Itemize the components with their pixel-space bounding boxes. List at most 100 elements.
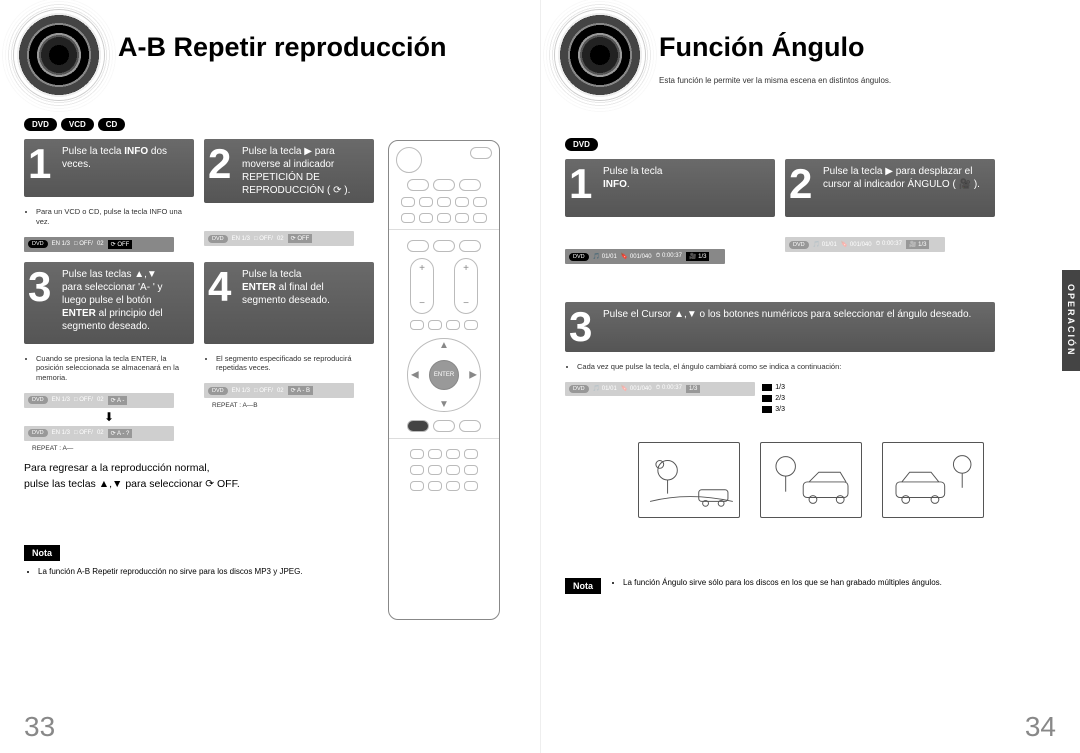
badge-dvd: DVD (565, 138, 598, 151)
page-34: Función Ángulo Esta función le permite v… (540, 0, 1080, 753)
osd-r2: DVD 🎵 01/01 🔖 001/040 ⏱ 0:00:37 🎥 1/3 (785, 237, 945, 252)
remote-num (455, 213, 469, 223)
osd-ang: 🎥 1/3 (906, 240, 929, 249)
scene-angle-2 (760, 442, 862, 518)
camera-icon (762, 395, 772, 402)
remote-dpad-icon: ENTER ▲▼◀▶ (407, 338, 481, 412)
osd-rep: 02 (97, 241, 104, 247)
remote-num (401, 213, 415, 223)
page-number-left: 33 (24, 711, 55, 743)
osd-lang: EN 1/3 (232, 236, 250, 242)
nota-text-right: La función Ángulo sirve sólo para los di… (623, 578, 1056, 587)
step-1: 1 Pulse la tecla INFO dos veces. (24, 139, 194, 197)
badge-vcd: VCD (61, 118, 94, 131)
remote-btn (410, 449, 424, 459)
osd-mode: ⟳ OFF (288, 234, 313, 243)
osd-ang: 🎥 1/3 (686, 252, 709, 261)
osd-lang: EN 1/3 (52, 430, 70, 436)
repeat-a: REPEAT : A— (24, 443, 194, 461)
remote-open-icon (470, 147, 492, 159)
step-4-text: Pulse la tecla (242, 269, 301, 280)
remote-btn (433, 240, 455, 252)
remote-btn (407, 179, 429, 191)
remote-volume-icon (410, 258, 434, 314)
osd-chip: DVD (208, 235, 228, 243)
scene-illustration-icon (761, 443, 861, 517)
osd-title: 🎵 01/01 (813, 241, 837, 248)
osd-rep: 02 (97, 430, 104, 436)
remote-btn (446, 481, 460, 491)
nota-label: Nota (565, 578, 601, 594)
osd-sub: □ OFF/ (74, 241, 93, 247)
scene-angle-1 (638, 442, 740, 518)
osd-chip: DVD (28, 240, 48, 248)
osd-sub: □ OFF/ (254, 388, 273, 394)
remote-btn (446, 465, 460, 475)
angle-2: 2/3 (775, 393, 785, 404)
remote-num (473, 197, 487, 207)
osd-r1: DVD 🎵 01/01 🔖 001/040 ⏱ 0:00:37 🎥 1/3 (565, 249, 725, 264)
osd-chip: DVD (569, 385, 589, 393)
remote-btn (464, 481, 478, 491)
osd-step4: DVD EN 1/3 □ OFF/ 02 ⟳ A - B (204, 383, 354, 398)
osd-mode: ⟳ A - (108, 396, 128, 405)
badge-dvd: DVD (24, 118, 57, 131)
step-3-l1: Pulse las teclas ▲,▼ (62, 269, 157, 280)
osd-rep: 02 (277, 388, 284, 394)
osd-chap: 🔖 001/040 (621, 253, 652, 260)
osd-lang: EN 1/3 (52, 241, 70, 247)
remote-btn (428, 481, 442, 491)
disc-badges-right: DVD (565, 138, 1056, 151)
remote-btn (459, 179, 481, 191)
step-4-key: ENTER (242, 282, 276, 293)
osd-sub: □ OFF/ (254, 236, 273, 242)
page-33: A-B Repetir reproducción DVD VCD CD 1 Pu… (0, 0, 540, 753)
scene-illustration-icon (639, 443, 739, 517)
osd-sub: □ OFF/ (74, 397, 93, 403)
step-3-note: Cuando se presiona la tecla ENTER, la po… (24, 350, 194, 391)
remote-num (455, 197, 469, 207)
step-1-note-text: Para un VCD o CD, pulse la tecla INFO un… (36, 207, 190, 227)
remote-btn (446, 449, 460, 459)
page-title-right: Función Ángulo (659, 32, 864, 63)
down-arrow-icon: ⬇ (24, 410, 194, 424)
steps-left: 1 Pulse la tecla INFO dos veces. Para un… (24, 139, 384, 461)
remote-num (401, 197, 415, 207)
osd-ang: 1/3 (686, 385, 700, 393)
osd-step3a: DVD EN 1/3 □ OFF/ 02 ⟳ A - (24, 393, 174, 408)
step-4: 4 Pulse la tecla ENTER al final del segm… (204, 262, 374, 344)
remote-channel-icon (454, 258, 478, 314)
step-r3-text: Pulse el Cursor ▲,▼ o los botones numéri… (603, 309, 971, 320)
step-4-note-text: El segmento especificado se reproducirá … (216, 354, 370, 374)
remote-power-icon (396, 147, 422, 173)
step-3: 3 Pulse las teclas ▲,▼ para seleccionar … (24, 262, 194, 344)
remote-btn (410, 465, 424, 475)
steps-right-row1: 1 Pulse la tecla INFO. DVD 🎵 01/01 🔖 001… (565, 159, 995, 266)
camera-icon (762, 384, 772, 391)
remote-num (473, 213, 487, 223)
step-r3: 3 Pulse el Cursor ▲,▼ o los botones numé… (565, 302, 995, 352)
step-r1-key: INFO (603, 179, 627, 190)
remote-btn (407, 240, 429, 252)
osd-chap: 🔖 001/040 (841, 241, 872, 248)
step-3-note-text: Cuando se presiona la tecla ENTER, la po… (36, 354, 190, 383)
remote-btn (410, 320, 424, 330)
step-3-key: ENTER (62, 308, 96, 319)
osd-mode: ⟳ A - ? (108, 429, 133, 438)
page-number-right: 34 (1025, 711, 1056, 743)
osd-title: 🎵 01/01 (593, 253, 617, 260)
step-2-text: Pulse la tecla ▶ para moverse al indicad… (242, 146, 350, 196)
step-r2: 2 Pulse la tecla ▶ para desplazar el cur… (785, 159, 995, 217)
speaker-icon (14, 10, 104, 100)
step-4-note: El segmento especificado se reproducirá … (204, 350, 374, 382)
scene-illustration-icon (883, 443, 983, 517)
step-1-text: Pulse la tecla (62, 146, 124, 157)
nota-label: Nota (24, 545, 60, 561)
osd-rep: 02 (97, 397, 104, 403)
step-r1-text: Pulse la tecla (603, 166, 662, 177)
osd-step1: DVD EN 1/3 □ OFF/ 02 ⟳ OFF (24, 237, 174, 252)
angle-list: 1/3 2/3 3/3 (762, 382, 785, 416)
osd-r3: DVD 🎵 01/01 🔖 001/040 ⏱ 0:00:37 1/3 (565, 382, 755, 396)
osd-chip: DVD (28, 396, 48, 404)
osd-chip: DVD (569, 253, 589, 261)
